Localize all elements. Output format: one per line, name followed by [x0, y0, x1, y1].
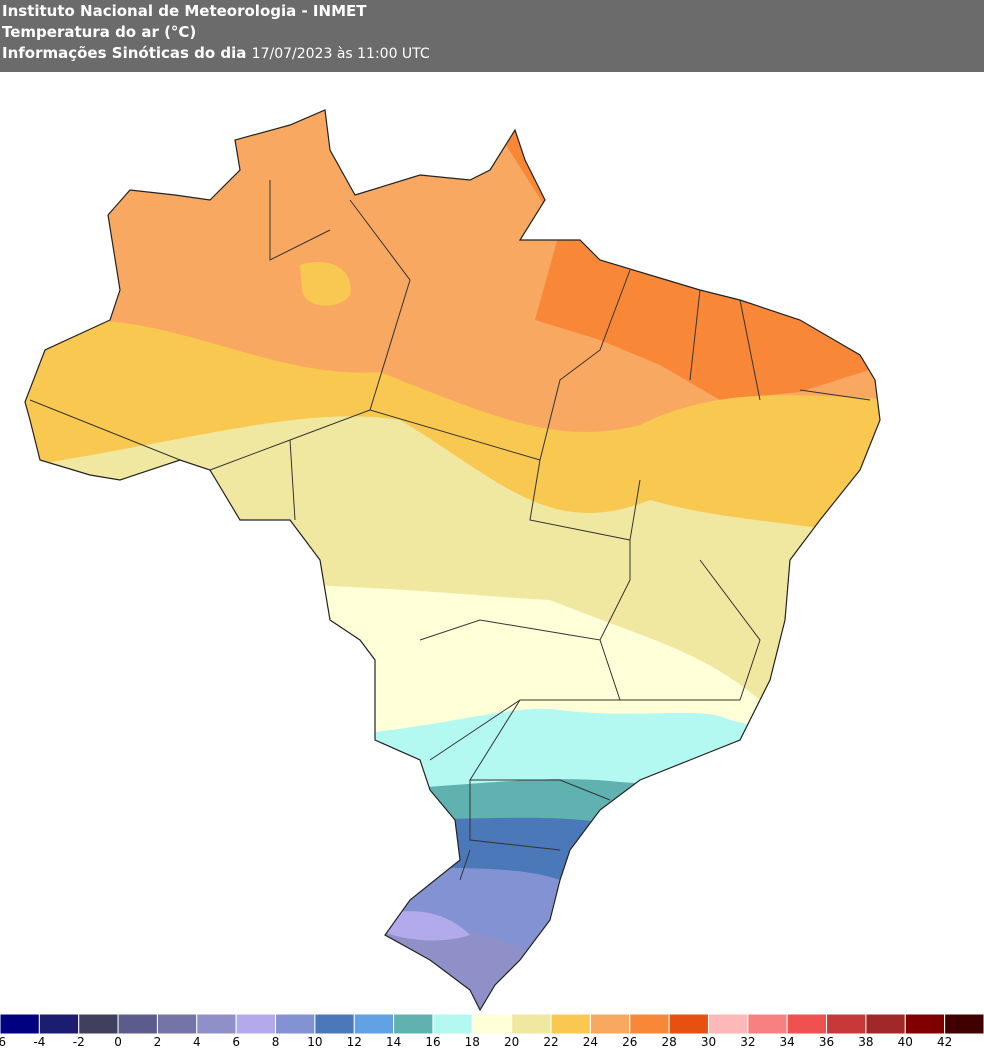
variable: Temperatura do ar (°C) [2, 23, 197, 41]
state-borders [24, 109, 881, 1011]
legend-label: 4 [193, 1035, 201, 1049]
legend-swatch [747, 1013, 788, 1035]
legend-swatch [235, 1013, 277, 1035]
legend-label: 2 [154, 1035, 162, 1049]
legend-swatch [38, 1013, 80, 1035]
legend-swatch [589, 1013, 631, 1035]
legend-swatch [865, 1013, 906, 1035]
info-label: Informações Sinóticas do dia [2, 44, 247, 62]
legend-label: 28 [661, 1035, 676, 1049]
legend-label: 12 [347, 1035, 362, 1049]
institution: Instituto Nacional de Meteorologia - INM… [2, 2, 367, 20]
legend-swatch [629, 1013, 670, 1035]
legend-swatch [550, 1013, 591, 1035]
legend-label: 24 [583, 1035, 598, 1049]
legend-swatch [314, 1013, 355, 1035]
legend-label: 0 [114, 1035, 122, 1049]
legend-label: 22 [543, 1035, 558, 1049]
legend-swatch [471, 1013, 513, 1035]
legend-label: 42 [937, 1035, 952, 1049]
legend-label: 34 [780, 1035, 795, 1049]
legend: -6-4-20246810121416182022242628303234363… [0, 1013, 984, 1049]
legend-swatch [156, 1013, 198, 1035]
legend-swatch [78, 1013, 119, 1035]
legend-label: 26 [622, 1035, 637, 1049]
legend-swatch [0, 1013, 40, 1035]
legend-swatch [196, 1013, 237, 1035]
legend-swatch [393, 1013, 434, 1035]
legend-swatch [353, 1013, 395, 1035]
legend-swatch [668, 1013, 709, 1035]
legend-label: 32 [740, 1035, 755, 1049]
legend-swatch [786, 1013, 828, 1035]
legend-label: 20 [504, 1035, 519, 1049]
legend-label: 40 [898, 1035, 913, 1049]
legend-swatch [275, 1013, 316, 1035]
legend-label: 10 [307, 1035, 322, 1049]
legend-swatch [117, 1013, 158, 1035]
legend-swatch [904, 1013, 946, 1035]
legend-swatch [511, 1013, 552, 1035]
legend-swatch [432, 1013, 473, 1035]
info-datetime: 17/07/2023 às 11:00 UTC [251, 46, 430, 62]
legend-label: 38 [858, 1035, 873, 1049]
legend-label: -4 [33, 1035, 45, 1049]
legend-label: 6 [232, 1035, 240, 1049]
temperature-band [380, 911, 470, 941]
legend-swatch [826, 1013, 867, 1035]
header: Instituto Nacional de Meteorologia - INM… [0, 0, 984, 72]
legend-label: 16 [425, 1035, 440, 1049]
temperature-band [300, 261, 351, 306]
legend-swatch [944, 1013, 984, 1035]
legend-label: 18 [465, 1035, 480, 1049]
legend-label: -6 [0, 1035, 6, 1049]
legend-label: 8 [272, 1035, 280, 1049]
legend-label: 30 [701, 1035, 716, 1049]
legend-label: -2 [73, 1035, 85, 1049]
legend-label: 14 [386, 1035, 401, 1049]
info-line: Informações Sinóticas do dia 17/07/2023 … [2, 44, 430, 62]
legend-swatch [707, 1013, 749, 1035]
legend-label: 36 [819, 1035, 834, 1049]
